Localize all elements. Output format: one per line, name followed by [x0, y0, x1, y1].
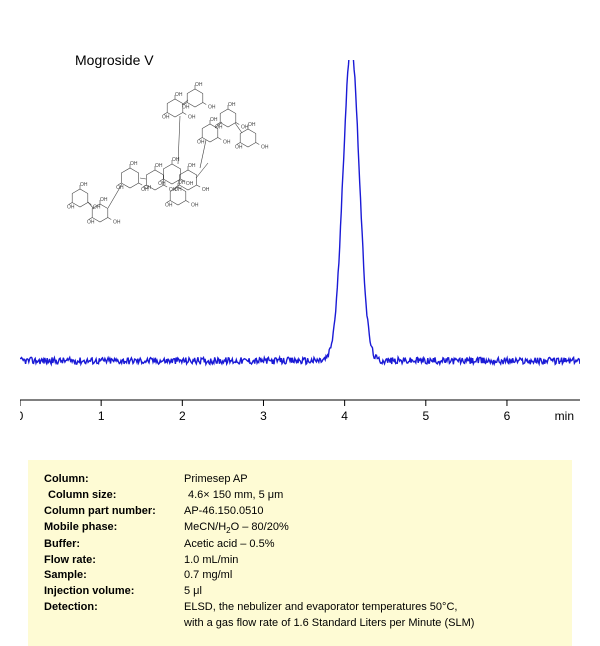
- parameters-box: Column:Primesep APColumn size:4.6× 150 m…: [28, 460, 572, 646]
- svg-text:2: 2: [179, 409, 186, 423]
- parameter-value: 4.6× 150 mm, 5 μm: [188, 488, 556, 504]
- svg-text:OH: OH: [182, 105, 190, 111]
- svg-text:OH: OH: [228, 102, 236, 108]
- parameter-label: Column size:: [44, 488, 188, 504]
- parameter-value: 0.7 mg/ml: [184, 568, 556, 584]
- parameter-label: [44, 616, 184, 632]
- structure-svg: OHOHOHOHOHOHOHOHOHOHOHOHOHOHOHOHOHOHOHOH…: [60, 78, 270, 248]
- parameter-row: Column:Primesep AP: [44, 472, 556, 488]
- svg-text:3: 3: [260, 409, 267, 423]
- parameter-row: Detection:ELSD, the nebulizer and evapor…: [44, 600, 556, 616]
- svg-text:OH: OH: [248, 122, 256, 128]
- svg-text:OH: OH: [178, 180, 186, 186]
- parameter-label: Sample:: [44, 568, 184, 584]
- page: Mogroside V OHOHOHOHOHOHOHOHOHOHOHOHOHOH…: [0, 0, 600, 644]
- svg-text:OH: OH: [210, 117, 218, 123]
- svg-text:6: 6: [504, 409, 511, 423]
- svg-text:OH: OH: [162, 115, 170, 121]
- svg-text:OH: OH: [208, 105, 216, 111]
- svg-text:OH: OH: [172, 157, 180, 163]
- svg-text:OH: OH: [188, 163, 196, 169]
- svg-text:OH: OH: [175, 92, 183, 98]
- svg-text:OH: OH: [116, 185, 124, 191]
- svg-text:OH: OH: [174, 187, 182, 193]
- parameter-row: Buffer:Acetic acid – 0.5%: [44, 537, 556, 553]
- parameter-label: Flow rate:: [44, 553, 184, 569]
- parameter-value: 1.0 mL/min: [184, 553, 556, 569]
- svg-text:OH: OH: [261, 145, 269, 151]
- svg-text:OH: OH: [67, 205, 75, 211]
- parameter-value: AP-46.150.0510: [184, 504, 556, 520]
- svg-text:OH: OH: [202, 187, 210, 193]
- parameter-row: Injection volume:5 μl: [44, 584, 556, 600]
- svg-text:OH: OH: [158, 181, 166, 187]
- parameter-value: Primesep AP: [184, 472, 556, 488]
- svg-text:OH: OH: [215, 125, 223, 131]
- svg-text:OH: OH: [155, 163, 163, 169]
- parameter-row: Mobile phase:MeCN/H2O – 80/20%: [44, 520, 556, 537]
- parameter-value: ELSD, the nebulizer and evaporator tempe…: [184, 600, 556, 616]
- svg-text:1: 1: [98, 409, 105, 423]
- parameter-row: with a gas flow rate of 1.6 Standard Lit…: [44, 616, 556, 632]
- chemical-structure: OHOHOHOHOHOHOHOHOHOHOHOHOHOHOHOHOHOHOHOH…: [60, 78, 270, 248]
- svg-text:OH: OH: [130, 161, 138, 167]
- svg-text:min: min: [555, 409, 574, 423]
- svg-text:OH: OH: [87, 220, 95, 226]
- svg-text:OH: OH: [80, 182, 88, 188]
- parameter-row: Column size:4.6× 150 mm, 5 μm: [44, 488, 556, 504]
- parameter-value: Acetic acid – 0.5%: [184, 537, 556, 553]
- parameter-row: Column part number:AP-46.150.0510: [44, 504, 556, 520]
- parameter-value: 5 μl: [184, 584, 556, 600]
- parameter-label: Injection volume:: [44, 584, 184, 600]
- x-axis: 0 1 2 3 4 5 6 min: [20, 395, 580, 435]
- svg-text:0: 0: [20, 409, 24, 423]
- svg-text:OH: OH: [195, 82, 203, 88]
- svg-text:OH: OH: [235, 145, 243, 151]
- svg-text:5: 5: [422, 409, 429, 423]
- svg-text:OH: OH: [100, 197, 108, 203]
- svg-text:OH: OH: [197, 140, 205, 146]
- svg-text:OH: OH: [188, 115, 196, 121]
- parameter-label: Mobile phase:: [44, 520, 184, 537]
- parameter-label: Detection:: [44, 600, 184, 616]
- parameter-label: Column part number:: [44, 504, 184, 520]
- svg-text:OH: OH: [141, 187, 149, 193]
- svg-text:OH: OH: [223, 140, 231, 146]
- parameter-row: Sample:0.7 mg/ml: [44, 568, 556, 584]
- svg-text:OH: OH: [165, 203, 173, 209]
- parameter-value: with a gas flow rate of 1.6 Standard Lit…: [184, 616, 556, 632]
- svg-text:OH: OH: [191, 203, 199, 209]
- parameter-row: Flow rate:1.0 mL/min: [44, 553, 556, 569]
- parameter-value: MeCN/H2O – 80/20%: [184, 520, 556, 537]
- svg-text:4: 4: [341, 409, 348, 423]
- svg-text:OH: OH: [186, 181, 194, 187]
- svg-text:OH: OH: [113, 220, 121, 226]
- parameter-label: Buffer:: [44, 537, 184, 553]
- parameter-label: Column:: [44, 472, 184, 488]
